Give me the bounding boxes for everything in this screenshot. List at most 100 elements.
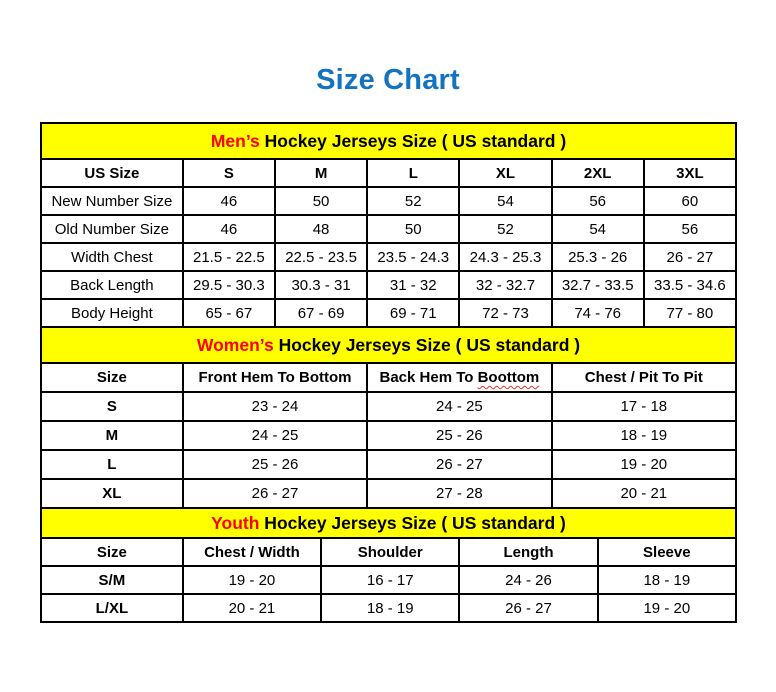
mens-row-label: Old Number Size (40, 214, 184, 244)
womens-value-cell: 19 - 20 (550, 449, 738, 480)
womens-header-cell: Front Hem To Bottom (181, 362, 369, 393)
womens-table-row: XL 26 - 27 27 - 28 20 - 21 (40, 478, 738, 509)
womens-row-label: S (40, 391, 184, 422)
youth-table-row: S/M 19 - 20 16 - 17 24 - 26 18 - 19 (40, 565, 738, 595)
womens-section-title: Women’s Hockey Jerseys Size ( US standar… (40, 326, 737, 364)
size-tables-container: Men’s Hockey Jerseys Size ( US standard … (40, 122, 738, 623)
mens-row-label: Back Length (40, 270, 184, 300)
womens-value-cell: 23 - 24 (181, 391, 369, 422)
mens-value-cell: 50 (366, 214, 461, 244)
womens-value-cell: 26 - 27 (181, 478, 369, 509)
mens-value-cell: 50 (273, 186, 369, 216)
youth-header-cell: Sleeve (596, 537, 738, 567)
womens-value-cell: 26 - 27 (366, 449, 553, 480)
mens-value-cell: 46 (181, 214, 276, 244)
mens-row-label: Body Height (40, 298, 184, 328)
mens-value-cell: 26 - 27 (642, 242, 738, 272)
mens-value-cell: 56 (550, 186, 645, 216)
youth-section-accent-word: Youth (211, 512, 260, 533)
youth-table-row: L/XL 20 - 21 18 - 19 26 - 27 19 - 20 (40, 593, 738, 623)
mens-header-row: US Size S M L XL 2XL 3XL (40, 158, 738, 188)
mens-value-cell: 65 - 67 (181, 298, 276, 328)
mens-row-label: Width Chest (40, 242, 184, 272)
mens-value-cell: 31 - 32 (366, 270, 461, 300)
mens-value-cell: 23.5 - 24.3 (366, 242, 461, 272)
mens-value-cell: 54 (550, 214, 645, 244)
youth-value-cell: 24 - 26 (458, 565, 599, 595)
womens-table-row: S 23 - 24 24 - 25 17 - 18 (40, 391, 738, 422)
mens-value-cell: 52 (458, 214, 553, 244)
mens-value-cell: 25.3 - 26 (550, 242, 645, 272)
mens-header-cell: M (273, 158, 369, 188)
mens-section-title: Men’s Hockey Jerseys Size ( US standard … (40, 122, 737, 160)
mens-header-cell: S (181, 158, 276, 188)
womens-row-label: XL (40, 478, 184, 509)
mens-value-cell: 48 (273, 214, 369, 244)
womens-size-table: Women’s Hockey Jerseys Size ( US standar… (40, 326, 738, 509)
youth-row-label: S/M (40, 565, 184, 595)
womens-table-row: L 25 - 26 26 - 27 19 - 20 (40, 449, 738, 480)
mens-row-label: New Number Size (40, 186, 184, 216)
youth-header-cell: Chest / Width (181, 537, 323, 567)
youth-header-cell: Size (40, 537, 184, 567)
womens-header-cell: Back Hem To Boottom (366, 362, 553, 393)
youth-value-cell: 19 - 20 (596, 593, 738, 623)
mens-value-cell: 72 - 73 (458, 298, 553, 328)
youth-row-label: L/XL (40, 593, 184, 623)
womens-header-cell: Chest / Pit To Pit (550, 362, 738, 393)
youth-header-cell: Shoulder (320, 537, 461, 567)
mens-value-cell: 33.5 - 34.6 (642, 270, 738, 300)
womens-value-cell: 20 - 21 (550, 478, 738, 509)
mens-header-cell: US Size (40, 158, 184, 188)
mens-header-cell: 2XL (550, 158, 645, 188)
youth-value-cell: 18 - 19 (596, 565, 738, 595)
mens-value-cell: 67 - 69 (273, 298, 369, 328)
womens-value-cell: 17 - 18 (550, 391, 738, 422)
youth-value-cell: 16 - 17 (320, 565, 461, 595)
womens-header-cell: Size (40, 362, 184, 393)
page-title: Size Chart (316, 64, 460, 96)
mens-table-row: New Number Size 46 50 52 54 56 60 (40, 186, 738, 216)
mens-value-cell: 74 - 76 (550, 298, 645, 328)
youth-value-cell: 26 - 27 (458, 593, 599, 623)
womens-row-label: M (40, 420, 184, 451)
mens-table-row: Back Length 29.5 - 30.3 30.3 - 31 31 - 32 32… (40, 270, 738, 300)
mens-value-cell: 21.5 - 22.5 (181, 242, 276, 272)
womens-value-cell: 27 - 28 (366, 478, 553, 509)
mens-value-cell: 22.5 - 23.5 (273, 242, 369, 272)
misspelled-word: Boottom (477, 369, 540, 386)
youth-value-cell: 18 - 19 (320, 593, 461, 623)
womens-value-cell: 18 - 19 (550, 420, 738, 451)
womens-header-row: Size Front Hem To Bottom Back Hem To Boott… (40, 362, 738, 393)
womens-section-rest-text: Hockey Jerseys Size ( US standard ) (273, 334, 581, 355)
mens-value-cell: 69 - 71 (366, 298, 461, 328)
youth-section-title: Youth Hockey Jerseys Size ( US standard … (40, 507, 737, 539)
mens-value-cell: 77 - 80 (642, 298, 738, 328)
womens-value-cell: 24 - 25 (366, 391, 553, 422)
mens-value-cell: 60 (642, 186, 738, 216)
womens-table-row: M 24 - 25 25 - 26 18 - 19 (40, 420, 738, 451)
mens-header-cell: 3XL (642, 158, 738, 188)
mens-section-band: Men’s Hockey Jerseys Size ( US standard … (40, 122, 737, 160)
mens-value-cell: 54 (458, 186, 553, 216)
mens-value-cell: 24.3 - 25.3 (458, 242, 553, 272)
youth-header-cell: Length (458, 537, 599, 567)
mens-table-row: Width Chest 21.5 - 22.5 22.5 - 23.5 23.5 - … (40, 242, 738, 272)
mens-header-cell: XL (458, 158, 553, 188)
mens-value-cell: 29.5 - 30.3 (181, 270, 276, 300)
mens-value-cell: 52 (366, 186, 461, 216)
mens-value-cell: 32.7 - 33.5 (550, 270, 645, 300)
mens-section-rest-text: Hockey Jerseys Size ( US standard ) (259, 130, 567, 151)
mens-section-accent-word: Men’s (210, 130, 260, 151)
youth-section-rest-text: Hockey Jerseys Size ( US standard ) (259, 512, 566, 533)
womens-value-cell: 25 - 26 (366, 420, 553, 451)
mens-table-row: Body Height 65 - 67 67 - 69 69 - 71 72 - 73 7… (40, 298, 738, 328)
womens-value-cell: 24 - 25 (181, 420, 369, 451)
mens-table-row: Old Number Size 46 48 50 52 54 56 (40, 214, 738, 244)
youth-value-cell: 19 - 20 (181, 565, 323, 595)
womens-section-band: Women’s Hockey Jerseys Size ( US standar… (40, 326, 737, 364)
mens-header-cell: L (366, 158, 461, 188)
womens-value-cell: 25 - 26 (181, 449, 369, 480)
youth-value-cell: 20 - 21 (181, 593, 323, 623)
